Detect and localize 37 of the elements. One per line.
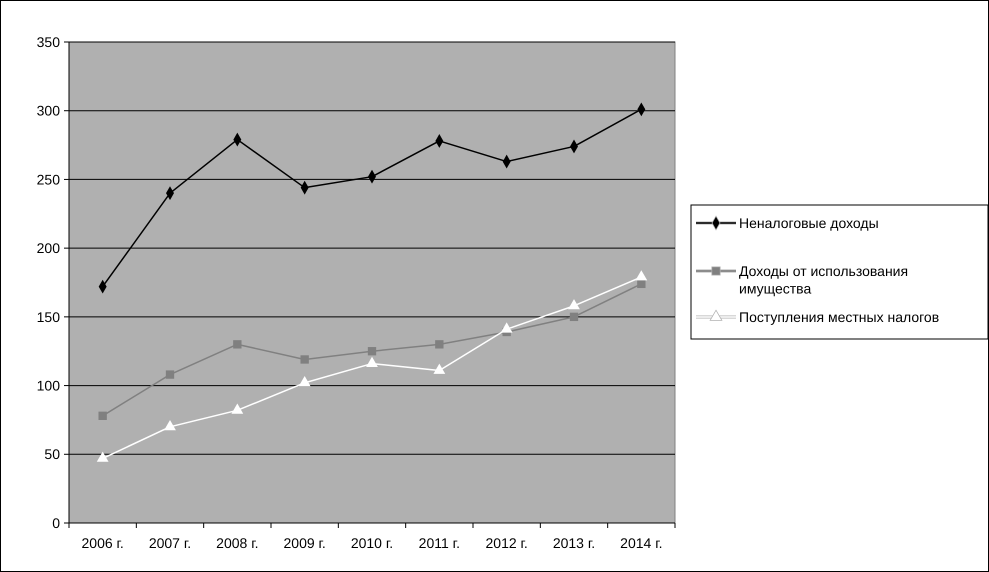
x-tick-label: 2011 г. [418,535,460,551]
x-tick-label: 2012 г. [486,535,528,551]
point [500,322,513,333]
x-tick-label: 2007 г. [148,535,192,551]
point [231,404,244,414]
y-tick-label: 50 [44,446,60,462]
x-tick-label: 2006 г. [82,535,124,551]
x-tick-label: 2013 г. [552,535,596,551]
point [166,370,174,379]
point [164,420,176,430]
y-tick-label: 250 [36,171,60,188]
y-tick-label: 100 [36,377,60,394]
point [637,280,646,288]
point [568,299,580,310]
point [433,364,446,374]
legend-label: Поступления местных налогов [739,308,940,325]
point [366,356,378,367]
point [635,270,648,280]
x-tick-label: 2010 г. [350,535,394,551]
point [570,312,578,322]
x-tick-label: 2008 г. [216,535,258,551]
point [98,412,107,420]
y-tick-label: 350 [36,34,60,50]
point [298,376,311,386]
point [300,355,309,364]
x-tick-label: 2014 г. [620,535,662,551]
y-tick-label: 150 [36,308,60,325]
point [233,340,242,349]
y-tick-label: 300 [36,102,60,119]
point [96,452,109,462]
y-tick-label: 200 [36,240,60,256]
point [435,340,444,349]
x-tick-label: 2009 г. [284,535,326,551]
legend-label: Неналоговые доходы [739,214,879,231]
point [368,347,376,356]
y-tick-label: 0 [52,514,60,531]
legend-label: Доходы от использования имущества [739,262,908,296]
